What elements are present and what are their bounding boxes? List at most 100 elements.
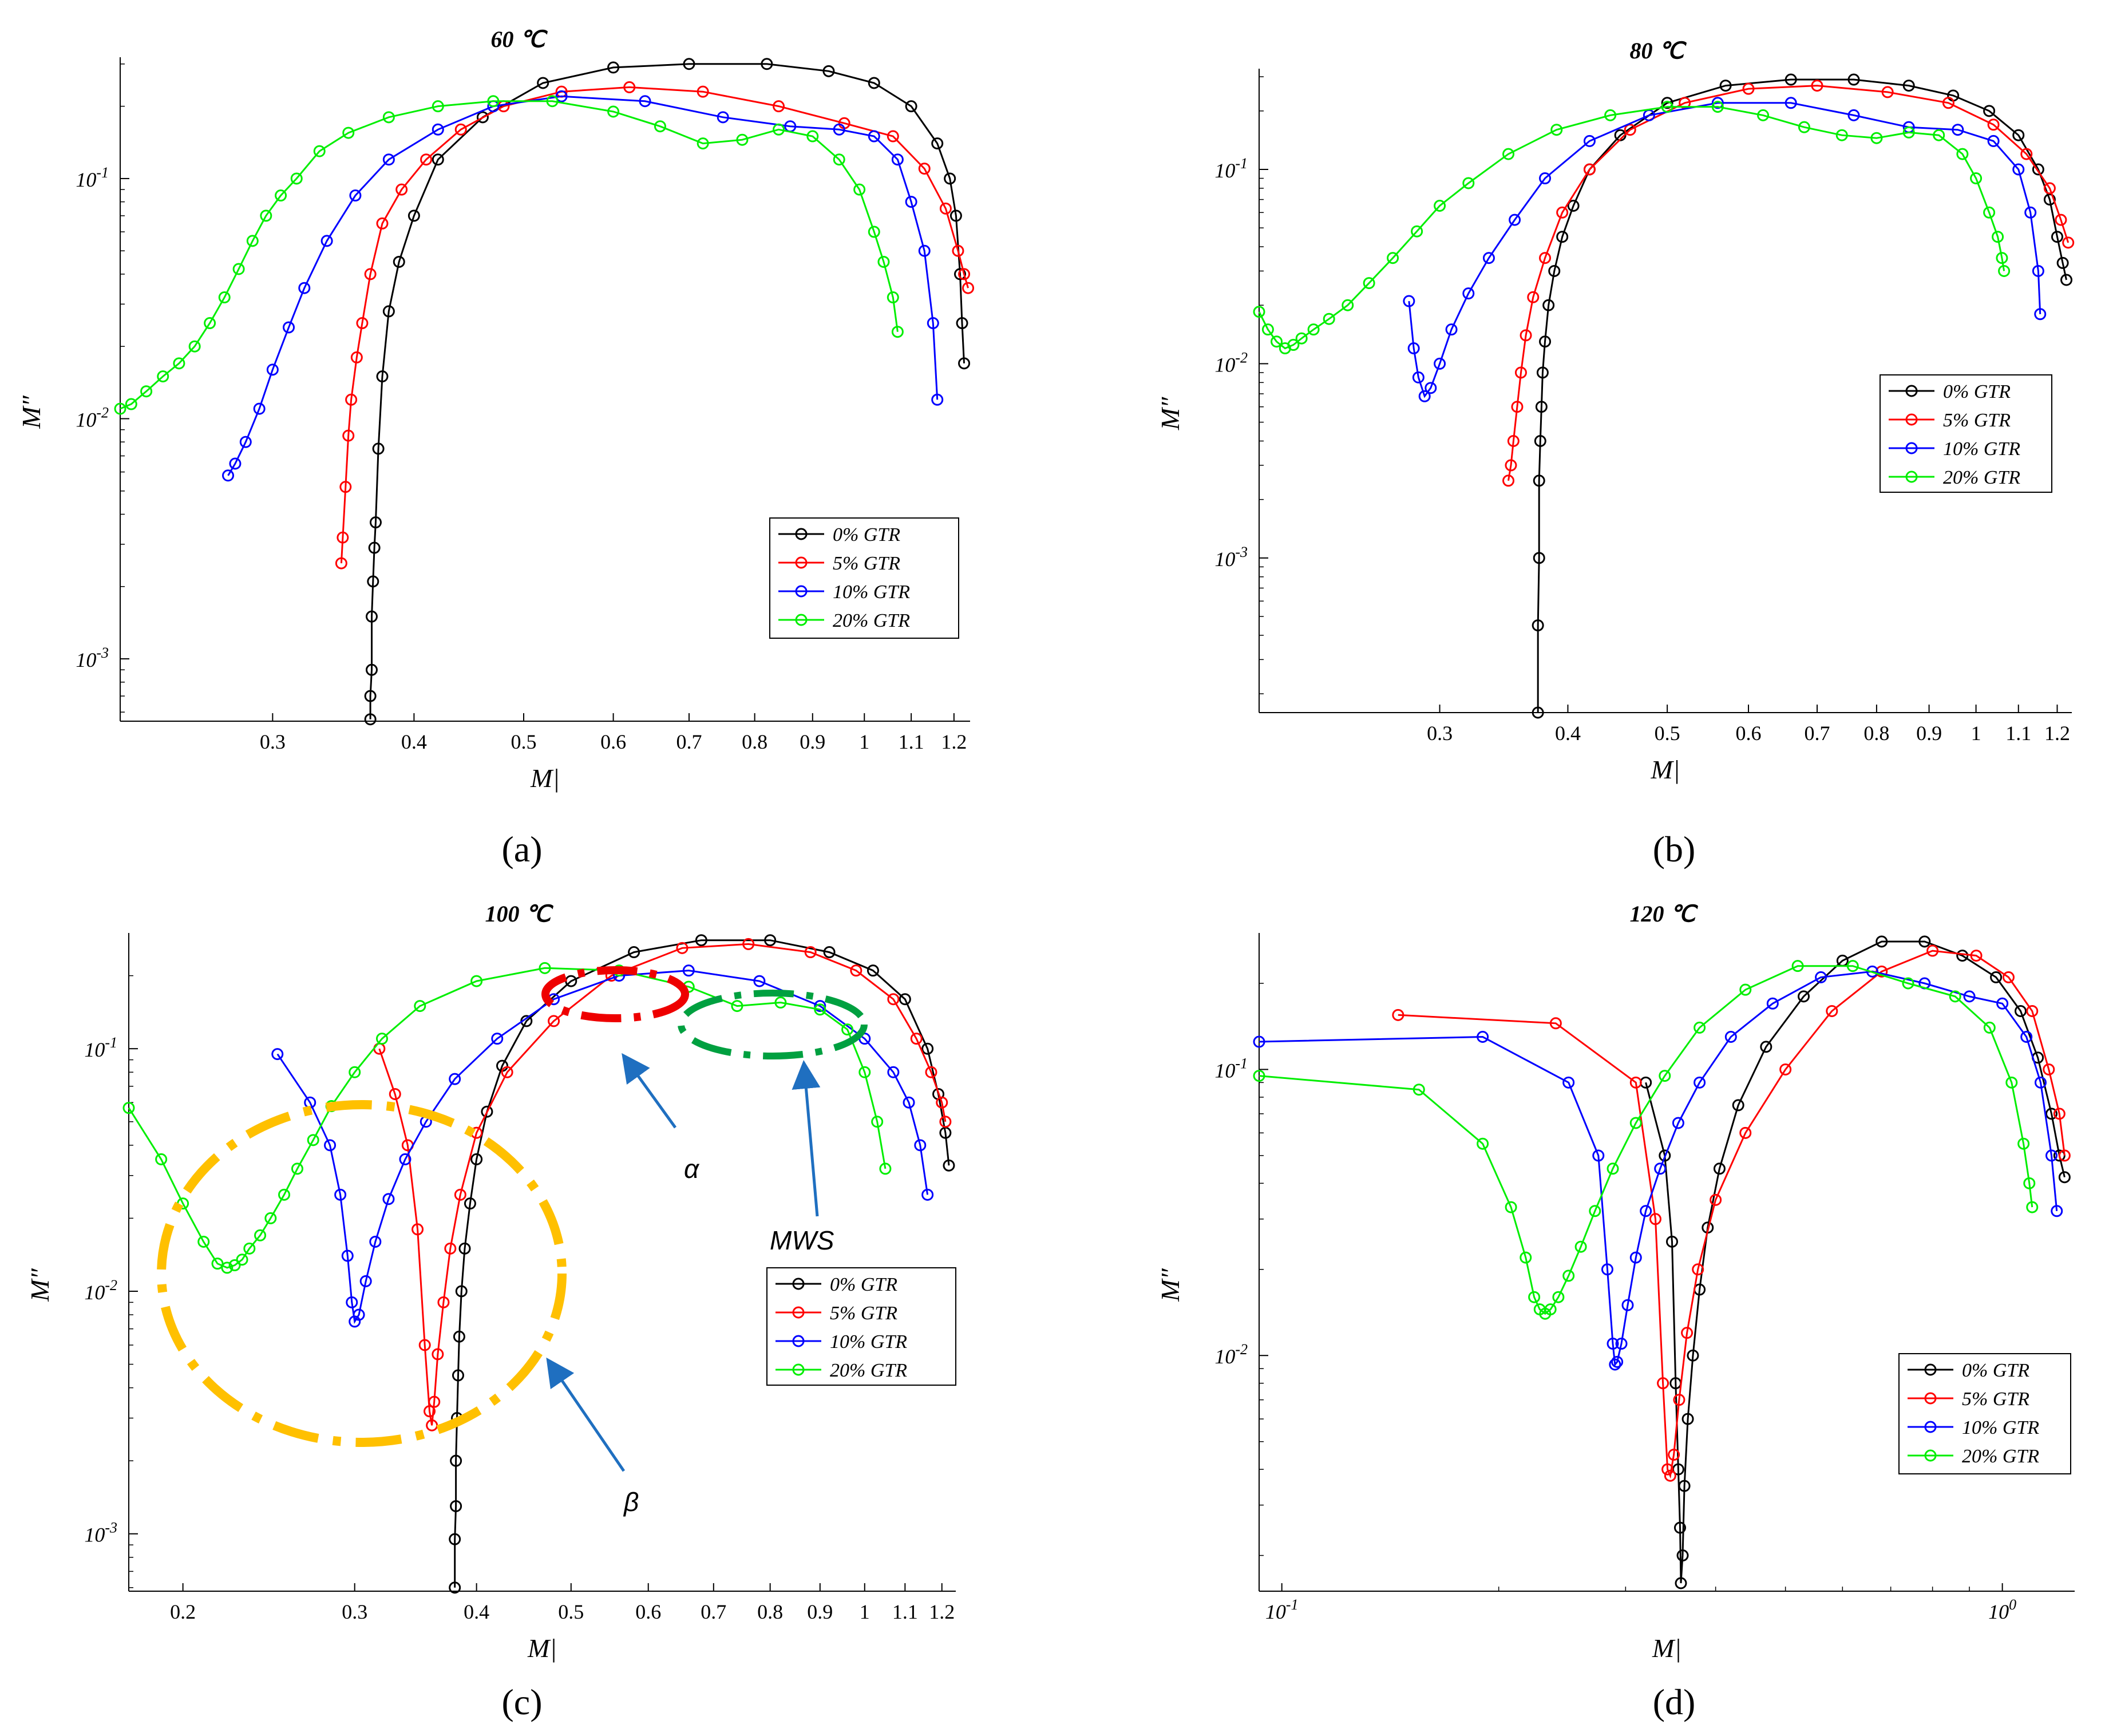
data-point <box>1785 97 1797 109</box>
data-point <box>1549 1017 1562 1030</box>
series-line <box>1408 102 2041 398</box>
data-point <box>1542 299 1555 311</box>
series-line <box>1258 106 2005 350</box>
data-point <box>1933 129 1945 141</box>
data-point <box>682 964 695 977</box>
x-tick-label: 1.2 <box>929 1600 955 1623</box>
data-point <box>1757 109 1770 121</box>
data-point <box>470 1153 483 1165</box>
data-point <box>1589 1205 1601 1217</box>
series-20-gtr <box>1253 101 2011 355</box>
data-point <box>1732 1099 1744 1112</box>
data-point <box>114 402 126 415</box>
data-point <box>1604 109 1617 121</box>
data-point <box>211 1257 224 1270</box>
data-point <box>868 226 880 238</box>
data-point <box>1902 126 1915 139</box>
data-point <box>939 1116 952 1128</box>
data-point <box>364 713 377 726</box>
data-point <box>313 145 326 157</box>
legend-swatch-marker <box>795 585 808 598</box>
data-point <box>903 1096 915 1109</box>
x-tick-label: 0.8 <box>757 1600 783 1623</box>
x-tick-label: 1.1 <box>2005 722 2031 745</box>
data-point <box>1666 1235 1679 1248</box>
legend-entry: 0% GTR <box>1962 1360 2029 1381</box>
data-point <box>337 531 349 544</box>
data-point <box>2043 1063 2055 1075</box>
chart-b: 10-3 10-2 10-1 0.3 0.4 0.5 0.6 0.7 0.8 0.9 1 1.1 1.2… <box>1156 38 2075 869</box>
data-point <box>1983 206 1996 219</box>
data-point <box>2055 213 2067 226</box>
alpha-ellipse <box>541 966 689 1022</box>
data-point <box>891 153 904 166</box>
legend-entry: 20% GTR <box>833 610 910 631</box>
data-point <box>871 1116 884 1128</box>
data-point <box>246 235 259 247</box>
data-point <box>1798 990 1810 1003</box>
data-point <box>266 363 279 376</box>
data-point <box>1657 1377 1669 1390</box>
x-tick-label: 1.1 <box>892 1600 918 1623</box>
series-line <box>1259 970 2058 1367</box>
data-point <box>334 1188 347 1201</box>
data-point <box>1798 121 1810 133</box>
data-point <box>1418 390 1431 402</box>
data-point <box>1987 118 2000 131</box>
data-point <box>349 189 362 202</box>
data-point <box>1615 1338 1628 1350</box>
data-point <box>695 934 707 947</box>
y-tick-label: 10-3 <box>76 644 109 671</box>
data-point <box>1847 73 1860 86</box>
data-point <box>353 1308 365 1321</box>
data-point <box>307 1134 319 1146</box>
data-point <box>1607 1338 1619 1350</box>
x-tick-label: 0.5 <box>558 1600 584 1623</box>
x-tick-label: 0.5 <box>1655 722 1680 745</box>
data-point <box>1434 200 1446 212</box>
data-point <box>1713 1162 1726 1175</box>
chart-title: 100 ℃ <box>485 901 554 927</box>
data-point <box>921 1042 934 1055</box>
data-point <box>2026 1005 2039 1017</box>
data-point <box>432 153 444 166</box>
data-point <box>1253 1070 1265 1082</box>
legend-entry: 0% GTR <box>1943 381 2011 402</box>
data-point <box>887 1066 900 1078</box>
legend-entry: 0% GTR <box>830 1274 897 1295</box>
data-point <box>764 934 777 947</box>
data-point <box>1992 231 2004 243</box>
legend-box <box>769 517 959 639</box>
data-point <box>125 398 137 410</box>
data-point <box>918 163 931 175</box>
data-point <box>2005 1076 2018 1089</box>
data-point <box>676 942 689 954</box>
data-point <box>905 100 917 113</box>
data-point <box>375 1033 388 1045</box>
series-10-gtr <box>1253 965 2063 1371</box>
data-point <box>1536 366 1549 379</box>
data-point <box>1502 148 1515 160</box>
legend-swatch-marker <box>1905 442 1918 454</box>
x-tick-label: 0.4 <box>1555 722 1581 745</box>
x-tick-label: 0.3 <box>1427 722 1453 745</box>
data-point <box>1609 1358 1621 1371</box>
data-point <box>1562 1076 1575 1089</box>
data-point <box>1673 1394 1685 1406</box>
data-point <box>1739 1126 1752 1139</box>
data-point <box>1956 148 1969 160</box>
data-point <box>1533 552 1545 564</box>
x-tick-label: 0.6 <box>635 1600 661 1623</box>
legend-entry: 20% GTR <box>1962 1446 2039 1467</box>
data-point <box>1477 1137 1489 1150</box>
data-point <box>717 111 729 124</box>
y-tick-label: 10-1 <box>76 164 109 191</box>
data-point <box>1539 252 1552 264</box>
data-point <box>628 946 640 959</box>
data-point <box>1996 997 2009 1010</box>
data-point <box>1881 86 1894 98</box>
data-point <box>1711 97 1724 109</box>
data-point <box>1987 135 2000 147</box>
legend-entry: 5% GTR <box>830 1303 897 1324</box>
legend-entry: 10% GTR <box>830 1331 907 1353</box>
